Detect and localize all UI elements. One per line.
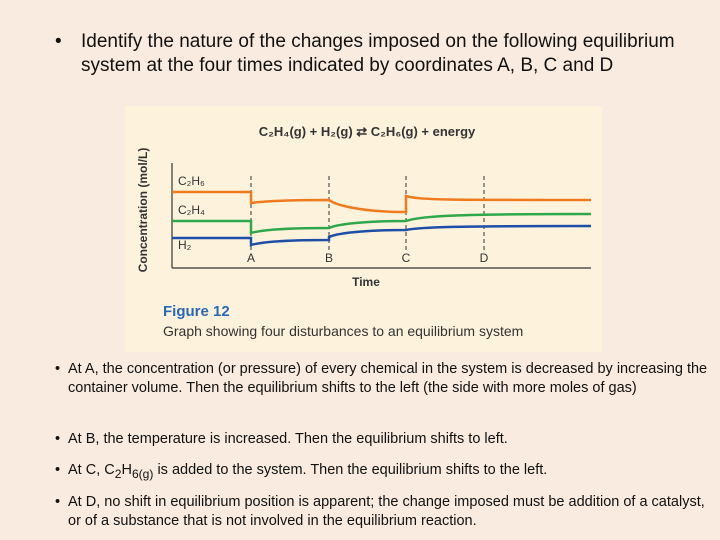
figure: C₂H₄(g) + H₂(g) ⇄ C₂H₆(g) + energy Conce… <box>125 106 602 352</box>
question: Identify the nature of the changes impos… <box>55 30 701 78</box>
series-label: H₂ <box>178 238 192 252</box>
series-label: C₂H₄ <box>178 203 205 217</box>
caption: Graph showing four disturbances to an eq… <box>163 323 523 339</box>
x-axis-label: Time <box>352 275 380 289</box>
answer-text: H <box>121 462 132 478</box>
answer: At C, C2H6(g) is added to the system. Th… <box>55 461 708 484</box>
h2-curve <box>172 224 592 247</box>
figure-number: Figure 12 <box>163 303 230 320</box>
answer: At A, the concentration (or pressure) of… <box>55 360 708 398</box>
series-label: C₂H₆ <box>178 174 205 188</box>
figure-background <box>125 106 602 352</box>
time-label: B <box>325 251 333 265</box>
answer: At D, no shift in equilibrium position i… <box>55 493 708 531</box>
c2h6-curve <box>172 190 592 214</box>
time-label: A <box>247 251 255 265</box>
equation: C₂H₄(g) + H₂(g) ⇄ C₂H₆(g) + energy <box>259 124 476 139</box>
answer: At B, the temperature is increased. Then… <box>55 430 708 449</box>
answer-text: At C, C <box>68 462 115 478</box>
subscript: 6(g) <box>131 466 154 481</box>
y-axis-label: Concentration (mol/L) <box>136 148 150 273</box>
time-label: D <box>480 251 489 265</box>
subscript: 2 <box>114 466 122 481</box>
c2h4-curve <box>172 212 592 235</box>
time-label: C <box>402 251 411 265</box>
answer-text: is added to the system. Then the equilib… <box>153 462 548 478</box>
